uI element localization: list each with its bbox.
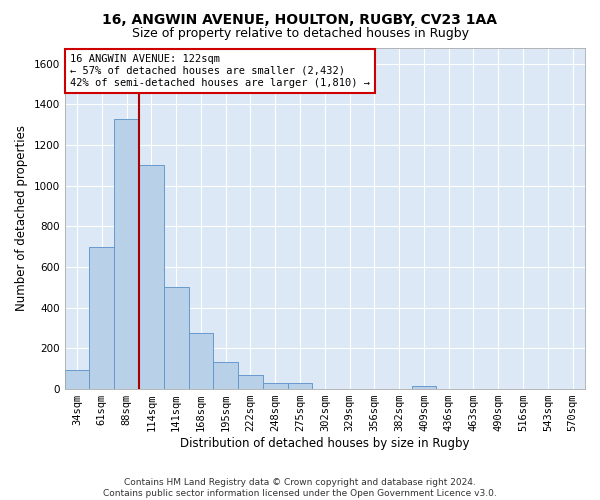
Bar [114, 118, 139, 389]
Bar [139, 166, 164, 389]
Bar [214, 362, 238, 389]
Bar [164, 288, 188, 389]
Bar [65, 370, 89, 389]
Text: Size of property relative to detached houses in Rugby: Size of property relative to detached ho… [131, 28, 469, 40]
Bar [287, 382, 313, 389]
Bar [188, 333, 214, 389]
Bar [263, 382, 287, 389]
X-axis label: Distribution of detached houses by size in Rugby: Distribution of detached houses by size … [180, 437, 470, 450]
Text: Contains HM Land Registry data © Crown copyright and database right 2024.
Contai: Contains HM Land Registry data © Crown c… [103, 478, 497, 498]
Bar [89, 247, 114, 389]
Text: 16 ANGWIN AVENUE: 122sqm
← 57% of detached houses are smaller (2,432)
42% of sem: 16 ANGWIN AVENUE: 122sqm ← 57% of detach… [70, 54, 370, 88]
Text: 16, ANGWIN AVENUE, HOULTON, RUGBY, CV23 1AA: 16, ANGWIN AVENUE, HOULTON, RUGBY, CV23 … [103, 12, 497, 26]
Y-axis label: Number of detached properties: Number of detached properties [15, 126, 28, 312]
Bar [238, 375, 263, 389]
Bar [412, 386, 436, 389]
